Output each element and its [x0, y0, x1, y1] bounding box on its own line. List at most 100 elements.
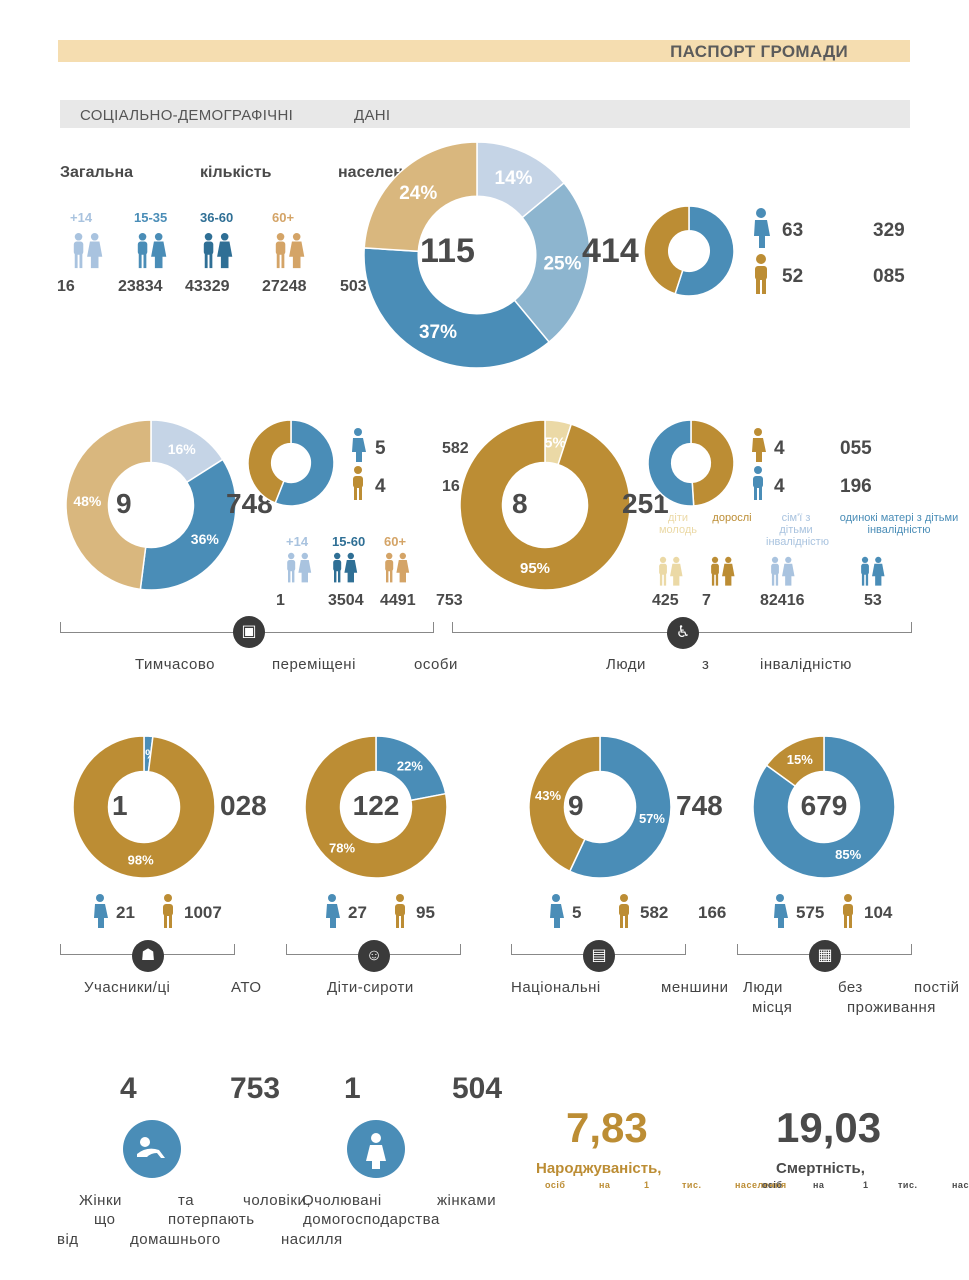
minorities-extra-value: 166 [698, 903, 727, 922]
households-l2: домогосподарства [303, 1211, 440, 1228]
homeless-male-value: 104 [864, 903, 893, 922]
idp-caption-b: переміщені [272, 656, 356, 673]
disabled-group-label: сім'ї з дітьми інвалідністю [766, 512, 829, 548]
male-icon [755, 254, 767, 294]
disabled-group-label: дорослі [712, 512, 752, 524]
idp-caption-a: Тимчасово [135, 656, 216, 673]
disabled-group-icon [656, 556, 684, 592]
violence-l3c: насилля [281, 1231, 343, 1248]
ato-female-value: 21 [116, 903, 135, 922]
population-donut-label-2: 37% [419, 322, 457, 343]
ato-caption-b: АТО [231, 979, 262, 996]
disabled-group-label: одинокі матері з дітьми інвалідністю [839, 512, 959, 536]
soldier-icon: ☗ [132, 940, 164, 972]
orphans-caption: Діти-сироти [327, 979, 414, 996]
birth-sub-word: тис. [682, 1180, 702, 1190]
orphans-donut-segment-1 [304, 735, 448, 879]
birth-sub-word: 1 [644, 1180, 650, 1190]
homeless-donut-label-1: 15% [787, 752, 813, 767]
disabled-male-icon [753, 466, 763, 500]
idp-age-label: +14 [286, 534, 309, 549]
disabled-caption-c: інвалідністю [760, 656, 852, 673]
idp-age-value: 4491 [380, 592, 416, 609]
birth-rate-label: Народжуваність, [536, 1160, 662, 1177]
death-sub-word: 1 [863, 1180, 869, 1190]
homeless-female-value: 575 [796, 903, 825, 922]
idp-donut: 16% 36% 48% [65, 419, 237, 591]
population-donut-label-1: 25% [543, 254, 581, 275]
population-age-value: 27248 [262, 278, 307, 295]
death-sub-word: на [813, 1180, 825, 1190]
ato-right-value: 028 [220, 790, 267, 821]
idp-age-label: 15-60 [332, 534, 366, 549]
disabled-male-a: 4 [774, 476, 785, 497]
idp-age-icon [382, 552, 411, 589]
idp-donut-label-0: 16% [168, 441, 197, 457]
idp-donut-segment-1 [139, 458, 237, 591]
violence-l3b: домашнього [130, 1231, 221, 1248]
section-banner: СОЦІАЛЬНО-ДЕМОГРАФІЧНІ ДАНІ [60, 100, 910, 128]
population-donut: 14% 25% 37% 24% [363, 141, 591, 369]
households-l1b: жінками [437, 1192, 497, 1209]
population-label-a: Загальна [60, 164, 134, 181]
orphans-center-value: 122 [352, 790, 400, 821]
households-l1a: Очолювані [302, 1192, 382, 1209]
ato-donut-label-1: 98% [128, 853, 154, 868]
minorities-donut-segment-1 [528, 735, 601, 873]
minorities-donut-label-0: 57% [639, 811, 665, 826]
death-sub-word: тис. [898, 1180, 918, 1190]
disabled-donut-label-0: 5% [544, 434, 566, 451]
idp-donut-segment-2 [65, 419, 152, 591]
ato-caption: Учасники/ці [84, 979, 171, 996]
birth-sub-word: населення [735, 1180, 787, 1190]
disabled-group-value: 82416 [760, 592, 805, 609]
idp-caption-c: особи [414, 656, 458, 673]
female-icon [548, 894, 564, 933]
ato-center-value: 1 [112, 790, 128, 821]
disabled-donut: 5% 95% [459, 419, 631, 591]
male-icon [160, 894, 176, 933]
disabled-left-a: 582 [442, 440, 469, 457]
idp-gender-segment-0 [274, 419, 335, 507]
idp-male-icon [353, 466, 363, 500]
population-left-value: 503 [340, 278, 367, 295]
homeless-caption-e: проживання [847, 999, 936, 1016]
population-total-b: 414 [582, 232, 639, 270]
orphans-male-value: 95 [416, 903, 435, 922]
idp-extra-value: 753 [436, 592, 463, 609]
disabled-female-b: 055 [840, 438, 872, 459]
idp-donut-label-1: 36% [191, 531, 220, 547]
minorities-donut: 57% 43% [528, 735, 672, 879]
population-female-b: 329 [873, 220, 905, 241]
disabled-gender-segment-1 [647, 419, 695, 507]
child-icon [70, 232, 104, 275]
birth-rate-value: 7,83 [566, 1104, 648, 1151]
minorities-caption: Національні [511, 979, 601, 996]
homeless-caption-d: місця [752, 999, 793, 1016]
disabled-donut-segment-1 [459, 419, 631, 591]
households-value-b: 504 [452, 1072, 503, 1105]
population-age-label: 36-60 [200, 210, 234, 225]
idp-total-a: 9 [116, 488, 132, 519]
disabled-left-b: 16 [442, 478, 460, 495]
minorities-center-value: 9 [568, 790, 584, 821]
disabled-group-value: 425 [652, 592, 679, 609]
disabled-male-b: 196 [840, 476, 872, 497]
female-icon [754, 208, 770, 248]
idp-gender-donut [247, 419, 335, 507]
wheelchair-icon: ♿ [667, 617, 699, 649]
violence-value-a: 4 [120, 1072, 137, 1105]
idp-male: 4 [375, 476, 386, 497]
female-icon [324, 894, 340, 933]
briefcase-icon: ▣ [233, 616, 265, 648]
death-sub-word: осіб [762, 1180, 783, 1190]
ato-male-value: 1007 [184, 903, 222, 922]
idp-female: 5 [375, 438, 386, 459]
violence-l2b: потерпають [168, 1211, 255, 1228]
disabled-gender-donut [647, 419, 735, 507]
disabled-group-value: 53 [864, 592, 882, 609]
orphans-female-value: 27 [348, 903, 367, 922]
homeless-caption: Люди [743, 979, 783, 996]
population-female-a: 63 [782, 220, 804, 241]
male-icon [616, 894, 632, 933]
